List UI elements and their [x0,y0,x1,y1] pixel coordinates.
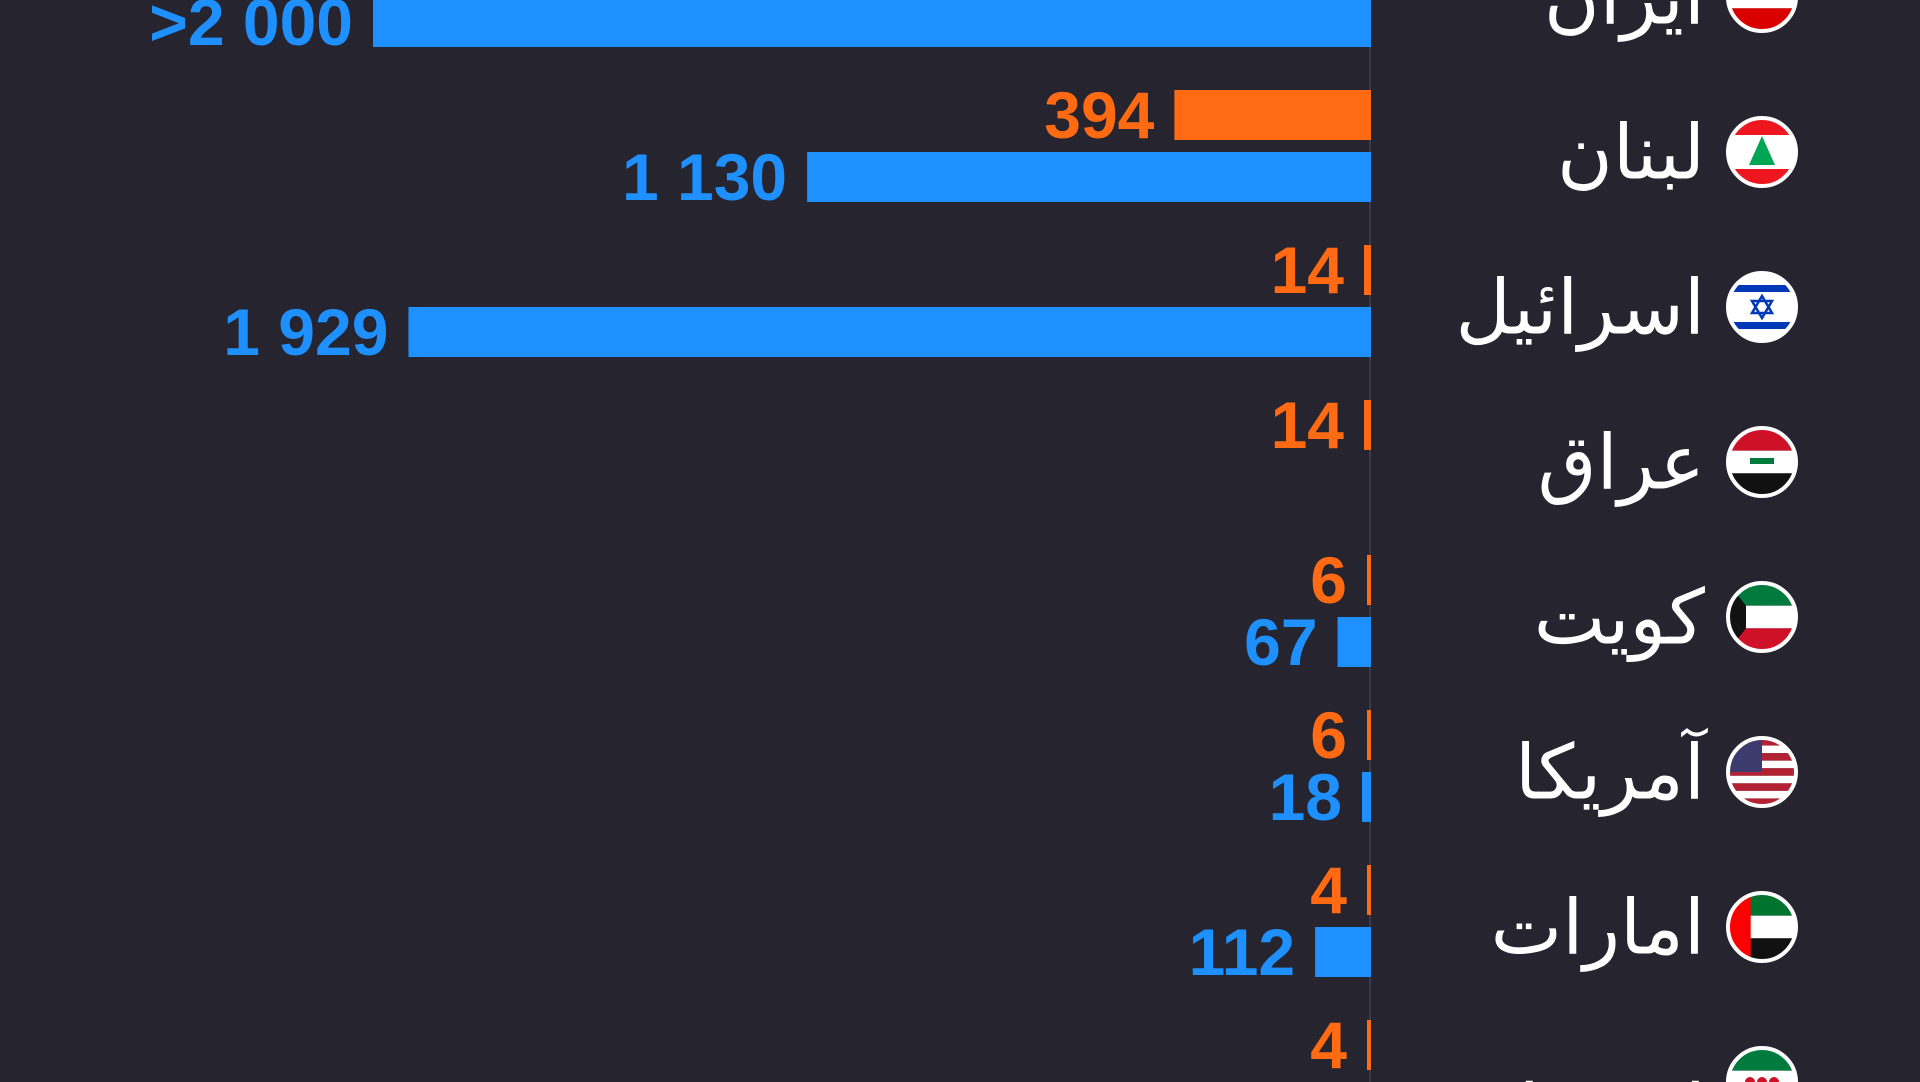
bar-blue-4 [1337,617,1371,667]
country-labels-layer: ایران لبنان اسرائیل عراق کویت آمریکا امارات سور… [1456,0,1798,1082]
flag-ring-6 [1726,891,1798,963]
data-label-orange-5: 6 [1310,698,1347,772]
data-label-blue-1: 1 130 [622,140,787,214]
bar-blue-0 [373,0,1371,47]
data-label-blue-6: 112 [1189,915,1295,989]
country-label-0: ایران [1544,0,1705,43]
data-label-orange-4: 6 [1310,543,1347,617]
bar-orange-6 [1367,865,1371,915]
bar-blue-5 [1362,772,1371,822]
country-label-1: لبنان [1557,108,1705,197]
country-label-2: اسرائیل [1456,263,1706,353]
data-label-orange-1: 394 [1044,78,1154,152]
flag-ring-4 [1726,581,1798,653]
data-label-orange-7: 4 [1310,1008,1347,1082]
bar-blue-1 [807,152,1371,202]
syria-flag-icon [1728,1048,1796,1082]
country-label-6: امارات [1491,883,1705,973]
data-label-blue-4: 67 [1244,605,1317,679]
usa-flag-icon [1728,738,1796,806]
country-label-3: عراق [1538,418,1705,508]
flag-ring-5 [1726,736,1798,808]
flag-ring-3 [1726,426,1798,498]
flag-ring-2 [1726,271,1798,343]
bar-blue-6 [1315,927,1371,977]
bar-orange-2 [1364,245,1371,295]
data-label-blue-2: 1 929 [223,295,388,369]
country-label-4: کویت [1534,573,1706,663]
country-label-7: سوریه [1503,1038,1705,1082]
data-label-orange-6: 4 [1310,853,1347,927]
flag-ring-1 [1726,116,1798,188]
bar-orange-1 [1174,90,1371,140]
bar-orange-7 [1367,1020,1371,1070]
data-label-orange-3: 14 [1271,388,1345,462]
flag-ring-0 [1726,0,1798,33]
iran-flag-icon [1728,0,1796,31]
bar-orange-3 [1364,400,1371,450]
bar-blue-2 [408,307,1372,357]
bar-orange-4 [1367,555,1371,605]
bar-orange-5 [1367,710,1371,760]
country-label-5: آمریکا [1515,728,1708,818]
data-label-blue-0: >2 000 [149,0,353,59]
data-label-blue-5: 18 [1269,760,1342,834]
flag-ring-7 [1726,1046,1798,1082]
data-label-orange-2: 14 [1271,233,1345,307]
